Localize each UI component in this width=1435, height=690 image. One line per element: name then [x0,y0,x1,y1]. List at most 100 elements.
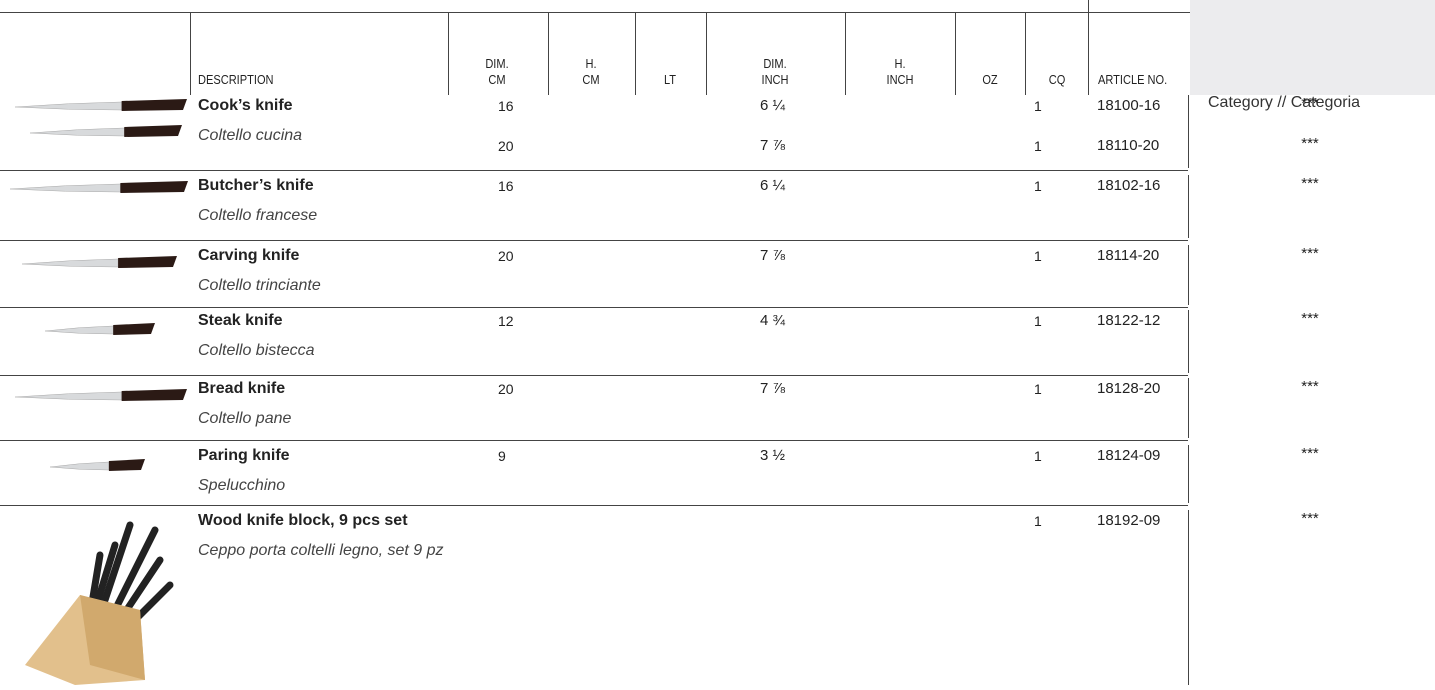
cq: 1 [1034,381,1042,397]
category-divider [1188,378,1189,438]
header-line: CQ [1048,72,1066,87]
column-divider [706,12,707,95]
article: 18128-20 [1097,380,1161,397]
row-divider [0,170,1188,171]
cq: 1 [1034,248,1042,264]
category: *** [1301,445,1319,462]
cq: 1 [1034,138,1042,154]
header-divider [1088,0,1089,12]
product-name-italian: Coltello trinciante [198,277,321,294]
header-line: LT [663,72,677,87]
product-description: Wood knife block, 9 pcs set Ceppo porta c… [198,506,446,566]
header-line: H. [585,56,597,71]
column-divider [448,12,449,95]
category-divider [1188,445,1189,503]
article: 18124-09 [1097,447,1161,464]
product-name-italian: Coltello bistecca [198,342,315,359]
column-header: CQ [1006,72,1108,88]
dim-cm: 20 [498,381,514,397]
header-line: DIM. [763,56,787,71]
dim-inch: 3 ½ [760,447,786,464]
dim-inch: 6 ¼ [760,177,786,194]
dim-inch: 7 ⅞ [760,380,786,397]
product-description: Cook’s knife Coltello cucina [198,91,446,151]
header-line: DESCRIPTION [198,72,274,87]
dim-cm: 12 [498,313,514,329]
category-divider [1188,175,1189,238]
column-divider [845,12,846,95]
product-name: Carving knife [198,247,300,264]
category: *** [1301,95,1319,112]
knife-image [22,256,177,268]
product-name-italian: Spelucchino [198,477,286,494]
dim-inch: 7 ⅞ [760,137,786,154]
category: *** [1301,378,1319,395]
product-name: Steak knife [198,312,283,329]
category: *** [1301,310,1319,327]
product-description: Paring knife Spelucchino [198,441,446,501]
knife-image [30,125,182,137]
dim-cm: 20 [498,248,514,264]
product-name: Cook’s knife [198,97,293,114]
header-line: OZ [982,72,998,87]
product-description: Carving knife Coltello trinciante [198,241,446,301]
header-top-rule [0,12,1190,13]
category: *** [1301,135,1319,152]
category-divider [1188,510,1189,685]
dim-inch: 4 ¾ [760,312,786,329]
knife-image [50,459,145,471]
column-header: DESCRIPTION [198,72,274,88]
header-line: INCH [761,72,789,87]
row-divider [0,375,1188,376]
column-divider [1025,12,1026,95]
cq: 1 [1034,448,1042,464]
product-name-italian: Coltello francese [198,207,318,224]
column-header: OZ [939,72,1041,88]
article: 18100-16 [1097,97,1161,114]
article: 18114-20 [1097,247,1160,264]
category-divider [1188,310,1189,373]
knife-block-image [25,521,174,685]
category: *** [1301,245,1319,262]
header-line: CM [488,72,506,87]
dim-cm: 9 [498,448,506,464]
column-divider [1088,12,1089,95]
column-header: LT [619,72,721,88]
cq: 1 [1034,513,1042,529]
column-header: H. CM [540,56,642,88]
category: *** [1301,510,1319,527]
column-header: H. INCH [849,56,951,88]
product-name-italian: Ceppo porta coltelli legno, set 9 pz [198,542,444,559]
knife-image [45,323,155,335]
column-header: ARTICLE NO. [1098,72,1167,88]
dim-cm: 16 [498,178,514,194]
category-header-bg [1190,0,1435,95]
product-name: Wood knife block, 9 pcs set [198,512,408,529]
dim-inch: 7 ⅞ [760,247,786,264]
knife-image [15,389,187,401]
header-line: ARTICLE NO. [1098,72,1168,87]
cq: 1 [1034,98,1042,114]
product-name-italian: Coltello cucina [198,127,303,144]
product-description: Steak knife Coltello bistecca [198,306,446,366]
dim-cm: 16 [498,98,514,114]
column-divider [635,12,636,95]
product-name: Butcher’s knife [198,177,314,194]
header-line: H. [894,56,906,71]
cq: 1 [1034,313,1042,329]
cq: 1 [1034,178,1042,194]
product-name-italian: Coltello pane [198,410,292,427]
row-divider [0,505,1188,506]
product-name: Bread knife [198,380,286,397]
category: *** [1301,175,1319,192]
dim-cm: 20 [498,138,514,154]
article: 18102-16 [1097,177,1161,194]
product-name: Paring knife [198,447,290,464]
article: 18110-20 [1097,137,1160,154]
article: 18122-12 [1097,312,1161,329]
article: 18192-09 [1097,512,1161,529]
header-line: INCH [886,72,914,87]
category-divider [1188,245,1189,305]
knife-image [15,99,187,111]
